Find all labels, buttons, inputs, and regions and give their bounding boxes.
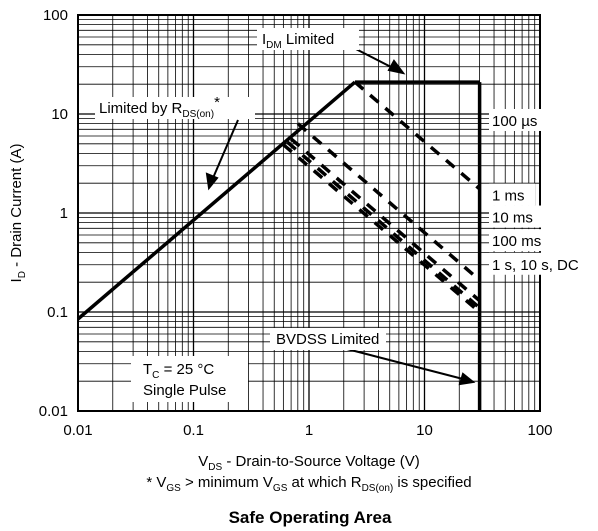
y-tick-label: 1 xyxy=(60,205,68,222)
svg-text:Single Pulse: Single Pulse xyxy=(143,382,226,399)
y-axis-label: ID - Drain Current (A) xyxy=(8,144,28,283)
x-tick-label: 100 xyxy=(527,422,552,439)
curve-label-1ms-bg xyxy=(489,183,535,206)
y-tick-label: 10 xyxy=(51,106,68,123)
x-tick-label: 1 xyxy=(305,422,313,439)
x-tick-label: 0.1 xyxy=(183,422,204,439)
pulse-curve xyxy=(286,140,481,310)
y-tick-label: 100 xyxy=(43,7,68,24)
curve-label-100ms-bg xyxy=(489,229,555,252)
conditions-label: TC = 25 °C Single Pulse xyxy=(131,356,248,402)
curve-label-100us-bg xyxy=(489,108,551,131)
pulse-curve xyxy=(353,80,481,191)
y-tick-label: 0.1 xyxy=(47,304,68,321)
curve-label-10ms: 10 ms xyxy=(492,210,533,227)
bvdss-limited-label: BVDSS Limited xyxy=(270,328,386,350)
pulse-curves xyxy=(282,80,481,314)
pulse-curve xyxy=(296,122,481,282)
curve-label-dc-bg xyxy=(489,252,598,275)
x-tick-label: 0.01 xyxy=(63,422,92,439)
chart-title: Safe Operating Area xyxy=(229,508,392,527)
y-tick-label: 0.01 xyxy=(39,403,68,420)
limit-line xyxy=(76,80,357,321)
curve-label-dc: 1 s, 10 s, DC xyxy=(492,257,579,274)
rds-limited-label: Limited by RDS(on)* xyxy=(95,94,255,120)
x-axis-label: VDS - Drain-to-Source Voltage (V) xyxy=(198,453,420,473)
limit-lines xyxy=(76,80,482,411)
curve-label-100us: 100 µs xyxy=(492,113,537,130)
grid-lines xyxy=(77,15,540,412)
curve-label-10ms-bg xyxy=(489,205,545,228)
idm-limited-label: IDM Limited xyxy=(257,28,359,51)
curve-label-100ms: 100 ms xyxy=(492,233,541,250)
curve-label-1ms: 1 ms xyxy=(492,188,525,205)
pulse-curve xyxy=(282,143,481,314)
footnote: * VGS > minimum VGS at which RDS(on) is … xyxy=(146,474,471,494)
svg-text:Limited by RDS(on)*: Limited by RDS(on)* xyxy=(99,94,220,120)
x-tick-label: 10 xyxy=(416,422,433,439)
svg-text:BVDSS Limited: BVDSS Limited xyxy=(276,331,379,348)
svg-text:IDM Limited: IDM Limited xyxy=(262,31,334,51)
pulse-curve xyxy=(289,137,481,303)
tick-labels: 0.01 0.1 1 10 100 0.01 0.1 1 10 100 xyxy=(39,7,553,439)
curve-labels: 100 µs 1 ms 10 ms 100 ms 1 s, 10 s, DC xyxy=(489,108,598,275)
svg-text:TC = 25 °C: TC = 25 °C xyxy=(143,361,214,381)
